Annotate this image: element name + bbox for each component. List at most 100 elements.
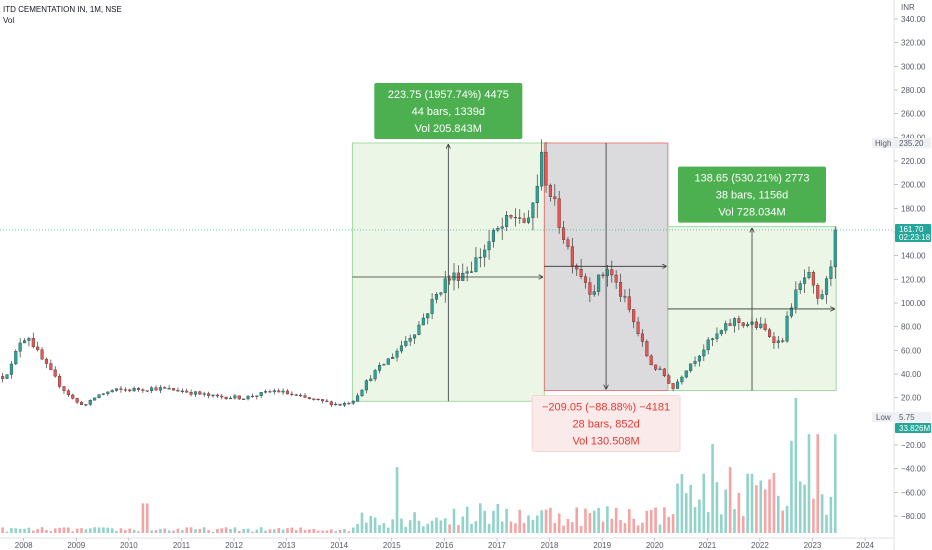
candle-body-180	[789, 307, 793, 317]
volume-bar-186	[816, 434, 820, 533]
candle-body-137	[601, 274, 605, 276]
high-value-box	[895, 137, 931, 148]
candle-body-18	[79, 402, 84, 405]
candle-body-93	[408, 337, 412, 342]
candle-body-67	[294, 394, 298, 396]
candle-body-79	[347, 403, 351, 405]
candle-body-155	[680, 376, 684, 383]
candle-body-94	[413, 334, 417, 339]
guide-layer	[0, 142, 894, 402]
y-tick-label-20: 340.00	[901, 15, 926, 24]
candle-body-50	[220, 395, 224, 398]
y-tick-label-10: 140.00	[901, 252, 926, 261]
volume-bar-168	[737, 492, 741, 533]
volume-bar-94	[413, 512, 416, 533]
volume-bar-187	[820, 494, 824, 533]
candle-body-121	[531, 202, 535, 219]
volume-bar-69	[303, 529, 307, 533]
volume-bar-88	[386, 527, 390, 533]
volume-bar-34	[150, 530, 153, 533]
candle-body-115	[505, 215, 509, 227]
candle-body-27	[119, 388, 123, 390]
candle-body-42	[185, 390, 189, 393]
candle-body-30	[132, 387, 136, 392]
volume-bar-65	[286, 528, 289, 533]
volume-bar-4	[18, 528, 22, 533]
volume-bar-116	[509, 521, 513, 533]
volume-bar-33	[145, 503, 149, 533]
candle-body-97	[426, 313, 430, 319]
volume-bar-93	[408, 520, 412, 533]
volume-bar-166	[728, 467, 732, 533]
low-value-box	[895, 412, 931, 422]
volume-bar-17	[75, 528, 79, 533]
candle-body-122	[535, 185, 539, 204]
volume-bar-190	[833, 434, 837, 533]
volume-bar-56	[246, 528, 250, 533]
y-tick-label-18: 300.00	[901, 62, 926, 71]
y-tick-label-1: −60.00	[901, 488, 926, 497]
candle-body-12	[53, 369, 57, 377]
volume-bar-59	[259, 527, 263, 533]
volume-bar-23	[102, 527, 105, 533]
volume-bar-111	[487, 523, 491, 533]
volume-bar-71	[312, 528, 316, 533]
volume-bar-11	[49, 531, 53, 533]
candle-body-174	[763, 323, 767, 330]
volume-bar-181	[794, 398, 798, 533]
volume-bar-185	[812, 498, 815, 533]
candle-body-85	[373, 370, 377, 380]
candle-body-49	[215, 394, 219, 397]
x-tick-label-7: 2015	[383, 541, 401, 550]
volume-bar-54	[237, 530, 241, 533]
volume-bar-16	[71, 531, 75, 533]
volume-bar-53	[233, 527, 237, 533]
candle-body-52	[228, 397, 233, 400]
volume-bar-38	[167, 530, 171, 533]
candle-body-185	[811, 272, 815, 286]
candle-body-47	[207, 393, 211, 396]
volume-bar-8	[36, 528, 39, 533]
x-tick-label-3: 2011	[173, 541, 191, 550]
volume-bar-0	[1, 527, 4, 533]
candle-body-187	[820, 294, 824, 299]
volume-bar-62	[273, 529, 276, 533]
candle-body-25	[110, 390, 114, 393]
volume-bar-73	[321, 530, 324, 533]
volume-bar-30	[132, 529, 136, 533]
volume-bar-86	[378, 525, 381, 533]
candle-body-72	[316, 398, 320, 401]
candle-body-31	[136, 387, 141, 390]
volume-bar-63	[277, 527, 281, 533]
y-tick-label-13: 200.00	[901, 181, 926, 190]
candle-body-189	[829, 266, 833, 279]
candle-body-181	[794, 289, 798, 308]
candle-body-177	[776, 340, 780, 343]
candle-body-161	[706, 339, 710, 351]
candle-body-151	[662, 368, 666, 376]
low-value: 5.75	[899, 413, 915, 422]
candle-body-20	[88, 399, 92, 405]
volume-bar-110	[483, 510, 486, 533]
candle-body-26	[115, 388, 119, 391]
x-tick-label-10: 2018	[541, 541, 559, 550]
candle-body-41	[180, 390, 184, 392]
candle-body-1	[5, 374, 9, 379]
volume-bar-123	[540, 510, 543, 533]
volume-bar-180	[790, 440, 793, 533]
volume-bar-96	[422, 526, 425, 533]
volume-bar-6	[27, 527, 31, 533]
measure-label-line-rise-2014-2017-2: Vol 205.843M	[415, 123, 482, 135]
candle-body-145	[636, 321, 640, 334]
volume-bar-163	[715, 482, 719, 533]
volume-bar-146	[641, 522, 644, 533]
candle-body-82	[360, 389, 364, 396]
volume-bar-158	[693, 507, 697, 533]
volume-bar-182	[798, 481, 802, 533]
candle-body-132	[579, 268, 583, 277]
last-price-badge-text-1: 02:23:18	[899, 233, 931, 242]
volume-bar-155	[680, 474, 684, 533]
candle-body-175	[768, 329, 772, 337]
measure-label-box-rise-2014-2017	[374, 82, 523, 139]
